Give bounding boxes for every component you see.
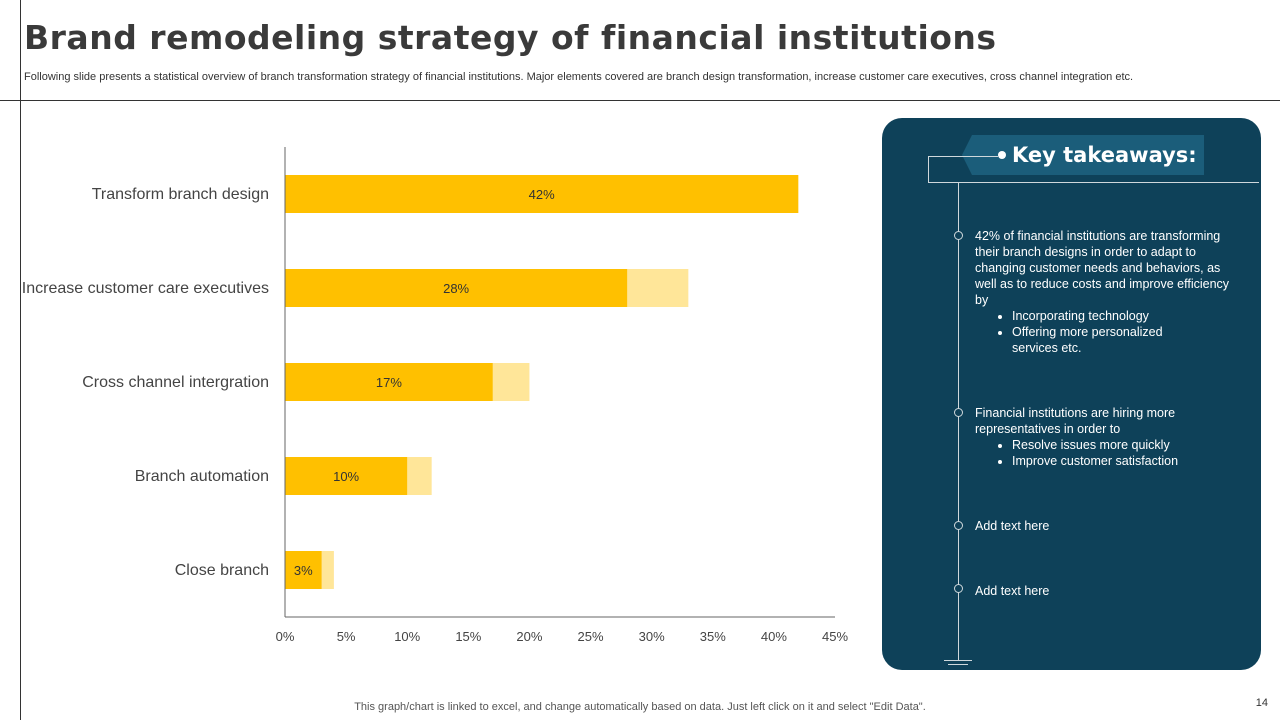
x-tick-label: 35% <box>700 629 726 644</box>
takeaway-item: 42% of financial institutions are transf… <box>975 228 1243 356</box>
footer-note: This graph/chart is linked to excel, and… <box>354 701 926 713</box>
timeline-base <box>944 660 972 661</box>
category-label: Transform branch design <box>92 186 269 203</box>
bar-chart[interactable]: 42% 28% 17% 10% 3% Transform branch design In… <box>0 120 870 660</box>
timeline-node <box>954 408 963 417</box>
bar-extension <box>492 363 530 401</box>
takeaway-bullets: Incorporating technology Offering more p… <box>975 308 1243 356</box>
bar-extension <box>407 457 432 495</box>
bar <box>285 269 628 307</box>
slide-title: Brand remodeling strategy of financial i… <box>24 18 997 57</box>
takeaway-text: Add text here <box>975 584 1050 598</box>
bar-data-label: 17% <box>376 375 402 390</box>
category-label: Branch automation <box>135 468 269 485</box>
chart-x-tick-labels: 0% 5% 10% 15% 20% 25% 30% 35% 40% 45% <box>276 629 849 644</box>
bar <box>285 457 408 495</box>
takeaway-item: Add text here <box>975 518 1243 534</box>
banner-underline <box>928 182 1259 183</box>
x-tick-label: 45% <box>822 629 848 644</box>
takeaway-item: Financial institutions are hiring more r… <box>975 405 1243 469</box>
banner-bracket-left <box>928 156 929 183</box>
timeline-node <box>954 231 963 240</box>
header-divider <box>0 100 1280 101</box>
bar <box>285 175 799 213</box>
chart-category-labels: Transform branch design Increase customer… <box>22 186 269 579</box>
bullet-dot-icon <box>998 151 1006 159</box>
x-tick-label: 0% <box>276 629 295 644</box>
bar-extension <box>321 551 334 589</box>
takeaway-bullet: Improve customer satisfaction <box>1012 453 1243 469</box>
x-tick-label: 25% <box>578 629 604 644</box>
bar <box>285 551 322 589</box>
timeline-base-lower <box>948 664 968 665</box>
category-label: Close branch <box>175 562 269 579</box>
takeaway-bullet: Incorporating technology <box>1012 308 1243 324</box>
x-tick-label: 5% <box>337 629 356 644</box>
banner-bracket-top <box>928 156 998 157</box>
x-tick-label: 20% <box>516 629 542 644</box>
slide-subtitle: Following slide presents a statistical o… <box>24 71 1134 83</box>
bar <box>285 363 493 401</box>
timeline-line <box>958 182 959 660</box>
takeaway-bullets: Resolve issues more quickly Improve cust… <box>975 437 1243 469</box>
timeline-node <box>954 584 963 593</box>
bar-data-label: 3% <box>294 563 313 578</box>
category-label: Increase customer care executives <box>22 280 269 297</box>
takeaway-bullet: Resolve issues more quickly <box>1012 437 1243 453</box>
timeline-node <box>954 521 963 530</box>
takeaway-text: Add text here <box>975 519 1050 533</box>
bar-data-label: 28% <box>443 281 469 296</box>
takeaway-text: 42% of financial institutions are transf… <box>975 229 1230 307</box>
x-tick-label: 10% <box>394 629 420 644</box>
takeaway-bullet: Offering more personalized services etc. <box>1012 324 1182 356</box>
takeaway-text: Financial institutions are hiring more r… <box>975 406 1176 436</box>
x-tick-label: 30% <box>639 629 665 644</box>
bar-data-label: 10% <box>333 469 359 484</box>
chart-bars: 42% 28% 17% 10% 3% <box>285 175 799 589</box>
bar-data-label: 42% <box>529 187 555 202</box>
takeaway-item: Add text here <box>975 583 1243 599</box>
x-tick-label: 40% <box>761 629 787 644</box>
page-number: 14 <box>1255 697 1268 709</box>
takeaways-panel <box>882 118 1261 670</box>
left-border-line <box>20 0 21 720</box>
bar-extension <box>627 269 689 307</box>
category-label: Cross channel intergration <box>82 374 269 391</box>
takeaways-title: Key takeaways: <box>1012 143 1197 167</box>
x-tick-label: 15% <box>455 629 481 644</box>
